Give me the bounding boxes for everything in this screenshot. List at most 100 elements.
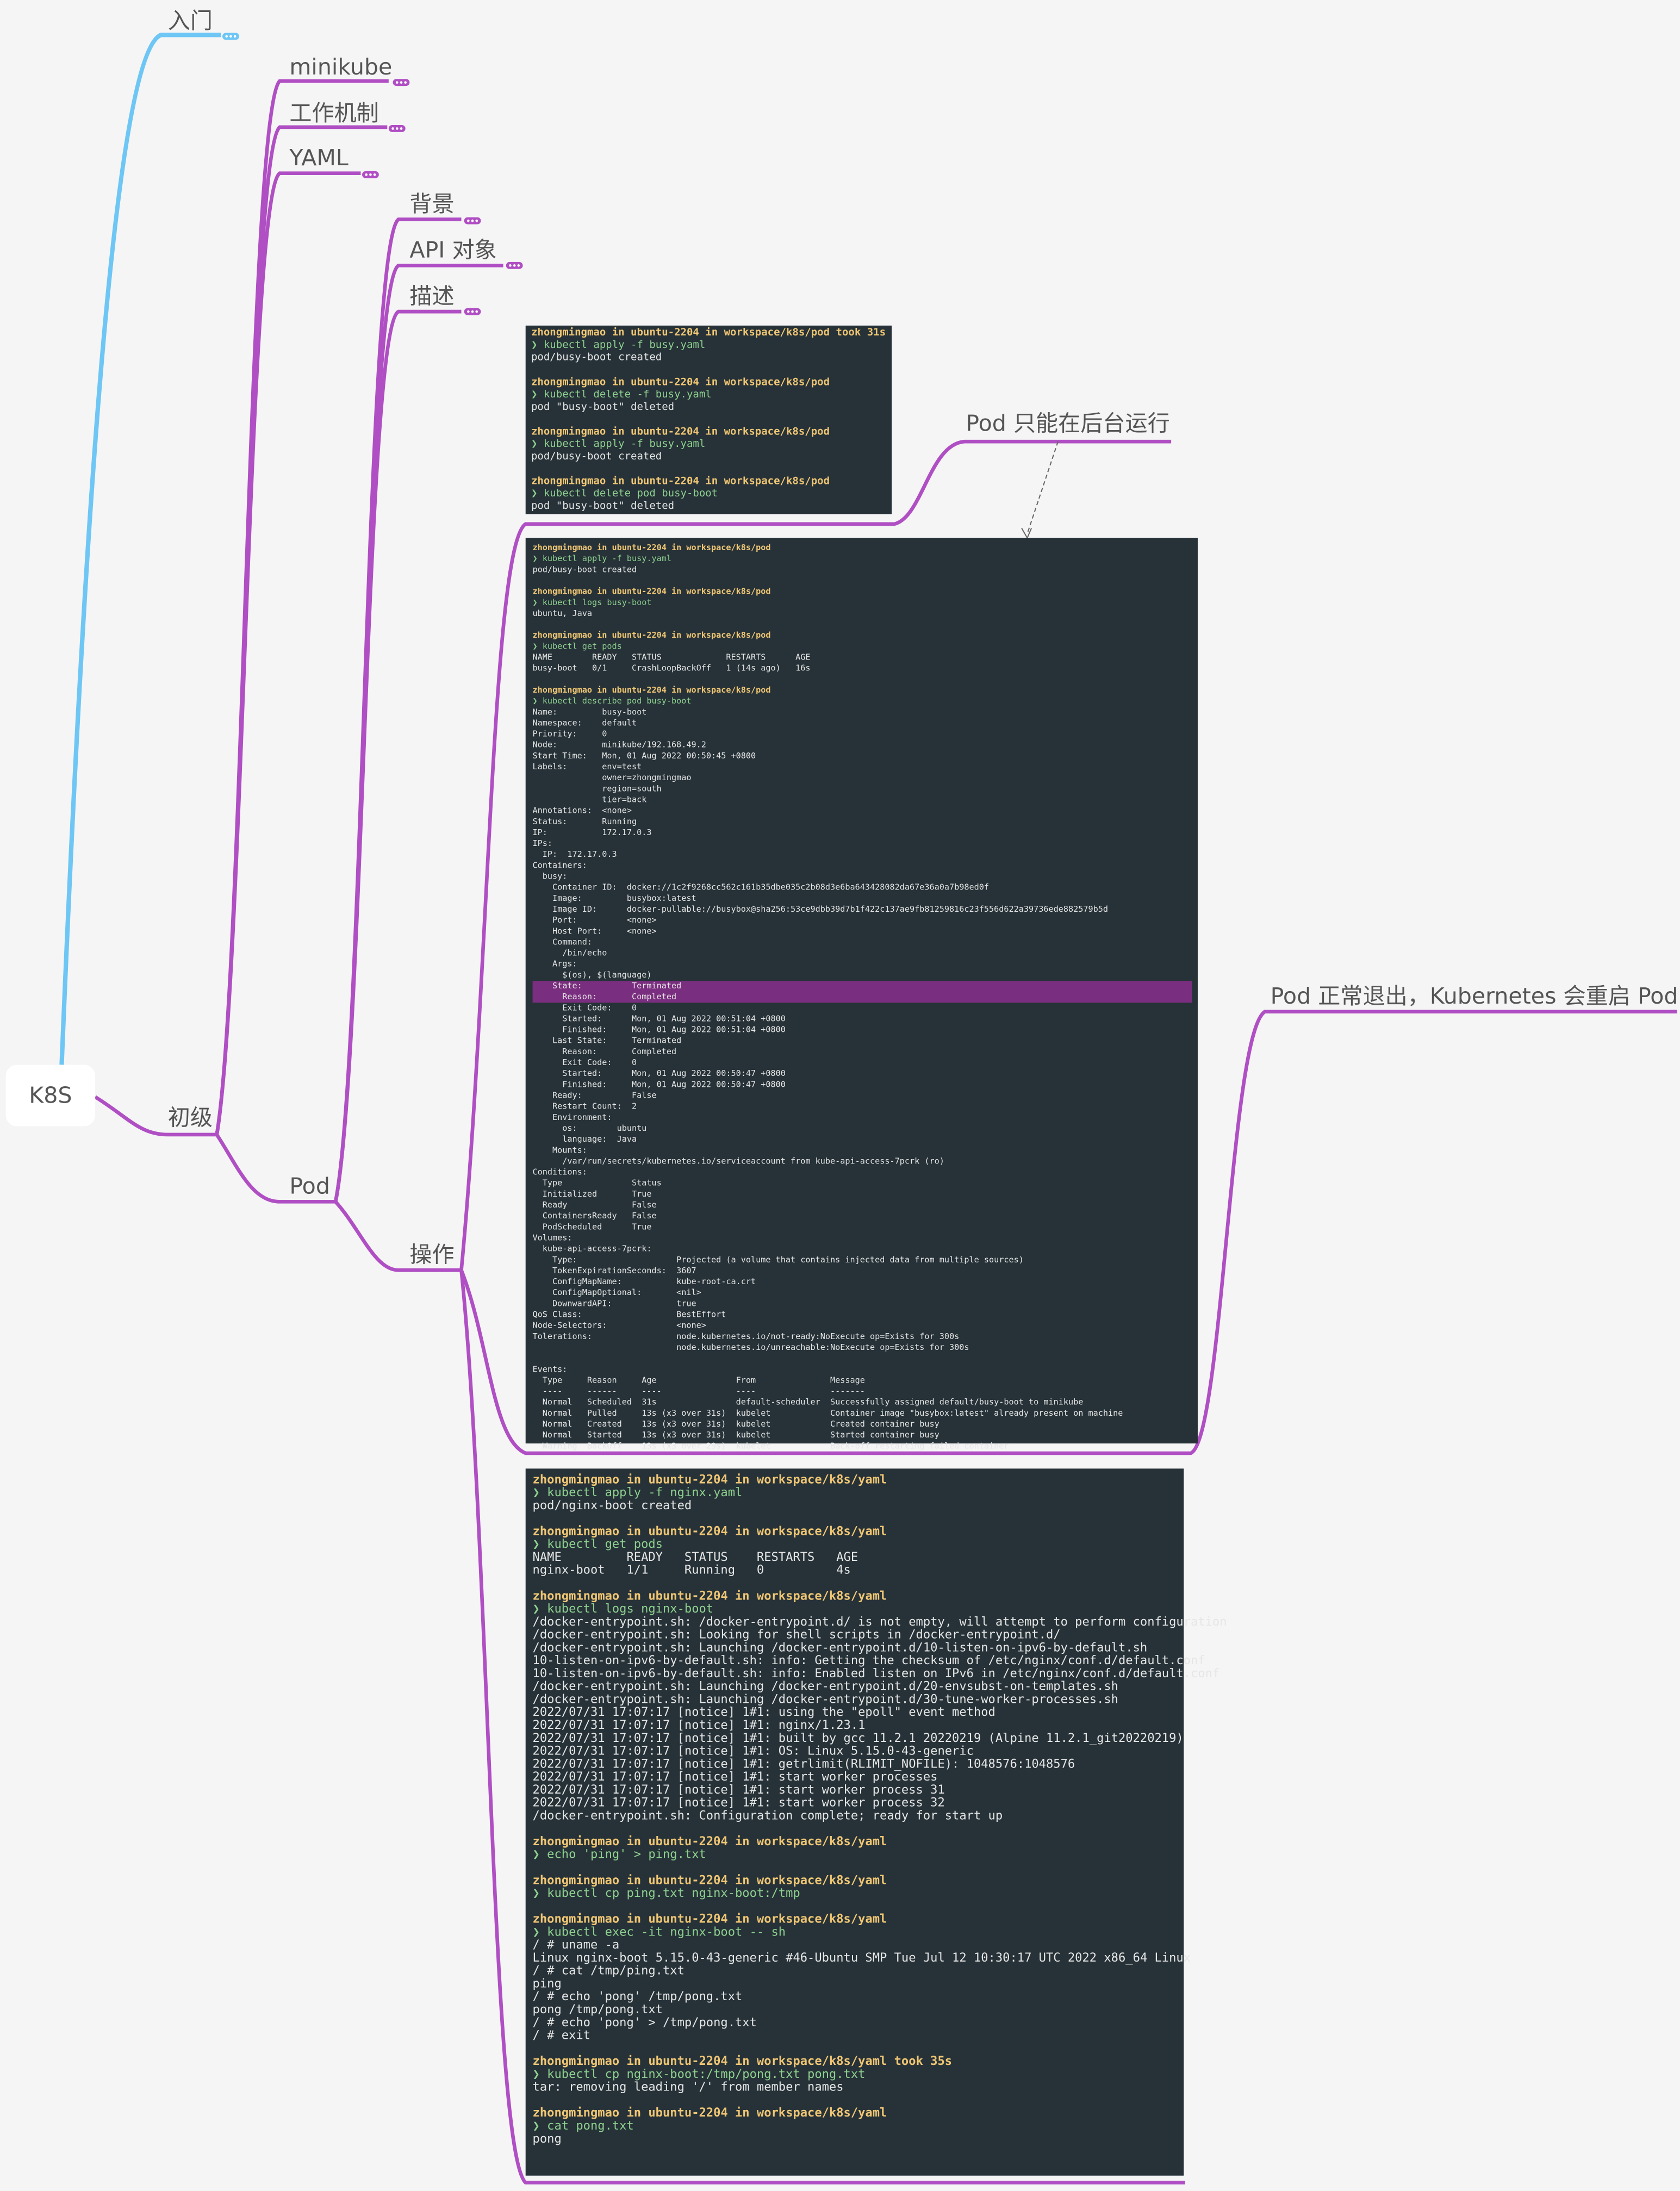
terminal-line: zhongmingmao in ubuntu-2204 in workspace… (533, 1472, 887, 1486)
terminal-line: Image: busybox:latest (533, 893, 696, 903)
terminal-line: Image ID: docker-pullable://busybox@sha2… (533, 904, 1108, 914)
terminal-line: / # echo 'pong' > /tmp/pong.txt (533, 2015, 757, 2030)
terminal-line: IP: 172.17.0.3 (533, 827, 652, 837)
node-label: 工作机制 (289, 100, 378, 126)
collapse-dot (517, 264, 520, 267)
terminal-line: zhongmingmao in ubuntu-2204 in workspace… (533, 2054, 953, 2068)
terminal-line: Normal Scheduled 31s default-scheduler S… (533, 1397, 1084, 1407)
terminal-line: Annotations: <none> (533, 806, 632, 816)
terminal-line: Command: (533, 937, 592, 947)
terminal-line: NAME READY STATUS RESTARTS AGE (533, 652, 811, 662)
highlight (532, 981, 1192, 1003)
terminal-line: nginx-boot 1/1 Running 0 4s (533, 1563, 851, 1577)
terminal-line: busy-boot 0/1 CrashLoopBackOff 1 (14s ag… (533, 663, 811, 673)
terminal-line: /var/run/secrets/kubernetes.io/serviceac… (533, 1156, 944, 1166)
collapse-dot (229, 35, 232, 38)
terminal-line: tier=back (533, 794, 647, 804)
collapse-dot (365, 173, 368, 176)
terminal-line: Container ID: docker://1c2f9268cc562c161… (533, 882, 990, 892)
terminal-line: kube-api-access-7pcrk: (533, 1244, 652, 1254)
terminal-line: Containers: (533, 860, 587, 870)
terminal-line: 2022/07/31 17:07:17 [notice] 1#1: getrli… (533, 1757, 1075, 1771)
terminal-line: Events: (533, 1364, 568, 1374)
terminal-line: ping (533, 1976, 562, 1990)
node-label: 初级 (168, 1105, 213, 1131)
terminal-line: ❯ echo 'ping' > ping.txt (533, 1847, 706, 1862)
terminal-line: ❯ kubectl exec -it nginx-boot -- sh (533, 1925, 786, 1939)
terminal-line: 2022/07/31 17:07:17 [notice] 1#1: using … (533, 1705, 995, 1719)
terminal-line: zhongmingmao in ubuntu-2204 in workspace… (533, 1589, 887, 1603)
terminal-line: 2022/07/31 17:07:17 [notice] 1#1: start … (533, 1796, 945, 1810)
terminal-line: ConfigMapOptional: <nil> (533, 1287, 701, 1297)
terminal-line: Type Reason Age From Message (533, 1375, 865, 1385)
terminal-line: Port: <none> (533, 915, 657, 925)
collapse-dot (373, 173, 376, 176)
terminal-line: 10-listen-on-ipv6-by-default.sh: info: G… (533, 1653, 1205, 1667)
terminal-line: ❯ kubectl logs busy-boot (533, 597, 652, 607)
terminal-line: Reason: Completed (533, 1047, 677, 1056)
arrow (1026, 441, 1059, 534)
terminal-line: ❯ cat pong.txt (533, 2119, 634, 2133)
terminal-line: zhongmingmao in ubuntu-2204 in workspace… (531, 326, 886, 338)
terminal-line: Node: minikube/192.168.49.2 (533, 740, 706, 750)
terminal-line: Exit Code: 0 (533, 1003, 637, 1012)
node-label: API 对象 (409, 237, 496, 263)
terminal-line: zhongmingmao in ubuntu-2204 in workspace… (533, 587, 771, 596)
terminal-line: /docker-entrypoint.sh: Launching /docker… (533, 1640, 1148, 1654)
terminal-line: ❯ kubectl describe pod busy-boot (533, 696, 692, 706)
node-label: YAML (289, 145, 349, 171)
terminal-line: ❯ kubectl apply -f busy.yaml (533, 553, 672, 563)
terminal-line: Priority: 0 (533, 729, 607, 739)
collapse-buttons (222, 33, 523, 315)
link (215, 1134, 336, 1204)
terminal-line: busy: (533, 872, 568, 881)
terminal-line: PodScheduled True (533, 1222, 652, 1231)
terminal-line: node.kubernetes.io/unreachable:NoExecute… (533, 1342, 969, 1352)
terminal-line: /docker-entrypoint.sh: Looking for shell… (533, 1628, 1061, 1642)
terminal-line: ❯ kubectl logs nginx-boot (533, 1602, 714, 1616)
collapse-dot (509, 264, 512, 267)
terminal-line: Ready: False (533, 1091, 657, 1100)
terminal-line: language: Java (533, 1134, 637, 1144)
terminal-line: Labels: env=test (533, 762, 642, 771)
terminal-line: zhongmingmao in ubuntu-2204 in workspace… (533, 1834, 887, 1848)
terminal-line: Reason: Completed (533, 992, 677, 1001)
terminal-line: 2022/07/31 17:07:17 [notice] 1#1: nginx/… (533, 1718, 866, 1732)
terminal-line: Start Time: Mon, 01 Aug 2022 00:50:45 +0… (533, 751, 756, 761)
terminal-line: 2022/07/31 17:07:17 [notice] 1#1: start … (533, 1783, 945, 1797)
terminal-line: Finished: Mon, 01 Aug 2022 00:50:47 +080… (533, 1079, 786, 1089)
terminal-line: /docker-entrypoint.sh: /docker-entrypoin… (533, 1615, 1227, 1629)
link (333, 309, 462, 1202)
terminal-line: IPs: (533, 838, 552, 848)
terminal-line: Warning BackOff 13s (x3 over 29s) kubele… (533, 1441, 1009, 1451)
terminal-line: ❯ kubectl cp ping.txt nginx-boot:/tmp (533, 1886, 800, 1900)
terminal-line: Environment: (533, 1112, 612, 1122)
node-label: Pod 正常退出，Kubernetes 会重启 Pod (1271, 983, 1678, 1009)
link (215, 171, 361, 1135)
collapse-dot (471, 310, 474, 313)
terminal-line: /docker-entrypoint.sh: Launching /docker… (533, 1679, 1118, 1694)
terminal-line: ❯ kubectl apply -f nginx.yaml (533, 1485, 743, 1499)
node-label: 背景 (409, 191, 454, 217)
collapse-dot (400, 127, 403, 130)
terminal-line: State: Terminated (533, 981, 682, 991)
collapse-dot (395, 127, 399, 130)
root-label: K8S (29, 1082, 72, 1109)
collapse-dot (225, 35, 228, 38)
link (459, 1269, 1185, 2184)
terminal-line: pod/busy-boot created (533, 564, 637, 574)
terminal-line: pong /tmp/pong.txt (533, 2002, 663, 2016)
terminal-line: zhongmingmao in ubuntu-2204 in workspace… (531, 376, 830, 388)
terminal-line: Node-Selectors: <none> (533, 1321, 706, 1330)
terminal-line: Exit Code: 0 (533, 1057, 637, 1067)
terminal-line: Status: Running (533, 817, 637, 826)
link (94, 1095, 217, 1137)
terminal-line: zhongmingmao in ubuntu-2204 in workspace… (533, 1873, 887, 1887)
terminal-line: Initialized True (533, 1189, 652, 1199)
terminal-line: 2022/07/31 17:07:17 [notice] 1#1: built … (533, 1731, 1184, 1745)
terminal-line: ❯ kubectl get pods (533, 641, 622, 651)
terminal-line: 2022/07/31 17:07:17 [notice] 1#1: OS: Li… (533, 1744, 974, 1758)
terminal-line: zhongmingmao in ubuntu-2204 in workspace… (533, 685, 771, 695)
